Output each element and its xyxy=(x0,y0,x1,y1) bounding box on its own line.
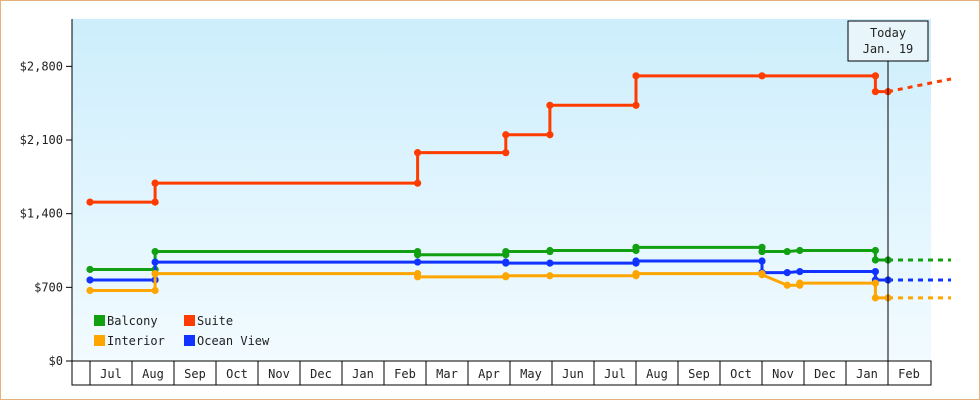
forecast-line-suite xyxy=(887,77,952,94)
legend-label-suite: Suite xyxy=(197,314,233,328)
month-label: Sep xyxy=(688,367,710,381)
legend: Balcony Suite Interior Ocean View xyxy=(94,314,270,348)
plot-background xyxy=(72,19,931,361)
month-label: Aug xyxy=(142,367,164,381)
y-tick-label: $0 xyxy=(49,354,63,368)
data-point-suite xyxy=(151,179,159,187)
data-point-ocean-view xyxy=(86,276,94,284)
month-label: Sep xyxy=(184,367,206,381)
data-point-ocean-view xyxy=(502,259,510,267)
month-label: Oct xyxy=(730,367,752,381)
legend-label-balcony: Balcony xyxy=(107,314,158,328)
series-line-balcony xyxy=(90,245,888,271)
data-point-interior xyxy=(758,271,766,279)
data-point-suite xyxy=(414,149,422,157)
y-tick-label: $2,100 xyxy=(20,133,63,147)
x-axis: Jul Aug Sep Oct Nov Dec Jan Feb Mar Apr May Jun Jul A… xyxy=(71,360,932,386)
data-point-balcony xyxy=(151,247,159,256)
data-point-interior xyxy=(871,279,880,287)
data-point-interior xyxy=(151,270,159,278)
data-point-suite xyxy=(758,72,766,80)
data-point-interior xyxy=(414,273,422,281)
data-point-suite xyxy=(414,179,422,187)
month-label: Oct xyxy=(226,367,248,381)
data-point-suite xyxy=(546,101,554,109)
data-point-suite xyxy=(86,198,94,206)
y-tick-label: $1,400 xyxy=(20,207,63,221)
month-label: Nov xyxy=(772,367,794,381)
data-point-interior xyxy=(632,270,640,278)
data-point-ocean-view xyxy=(151,258,159,266)
month-label: Jan xyxy=(352,367,374,381)
month-label: Mar xyxy=(436,367,458,381)
data-point-balcony xyxy=(546,246,554,255)
data-point-ocean-view xyxy=(632,257,640,265)
data-point-interior xyxy=(502,272,510,280)
legend-swatch-ocean-view xyxy=(184,335,195,346)
data-point-suite xyxy=(871,88,880,96)
month-label: Feb xyxy=(898,367,920,381)
legend-label-ocean-view: Ocean View xyxy=(197,334,270,348)
data-point-ocean-view xyxy=(796,267,804,276)
data-point-balcony xyxy=(783,247,791,256)
data-point-balcony xyxy=(871,256,880,264)
data-point-suite xyxy=(502,131,510,139)
data-point-balcony xyxy=(414,251,422,259)
today-marker: Today Jan. 19 xyxy=(847,20,929,361)
today-date: Jan. 19 xyxy=(863,42,914,56)
data-point-interior xyxy=(871,294,880,302)
data-point-interior xyxy=(796,279,804,287)
month-label: Feb xyxy=(394,367,416,381)
month-label: Jan xyxy=(856,367,878,381)
month-label: Dec xyxy=(814,367,836,381)
month-strip xyxy=(71,360,932,386)
today-box xyxy=(847,20,929,62)
data-point-interior xyxy=(546,272,554,280)
data-point-ocean-view xyxy=(871,267,880,276)
data-point-suite xyxy=(632,72,640,80)
data-point-suite xyxy=(546,131,554,139)
today-label: Today xyxy=(870,26,906,40)
data-point-ocean-view xyxy=(783,269,791,277)
data-point-suite xyxy=(151,198,159,206)
data-point-interior xyxy=(783,281,791,289)
y-axis: $0 $700 $1,400 $2,100 $2,800 xyxy=(20,19,73,385)
data-point-suite xyxy=(502,149,510,157)
y-tick-label: $2,800 xyxy=(20,59,63,73)
data-point-balcony xyxy=(758,247,766,256)
y-tick-label: $700 xyxy=(34,280,63,294)
legend-swatch-suite xyxy=(184,315,195,326)
data-point-suite xyxy=(871,72,880,80)
series-group xyxy=(86,72,952,302)
data-point-ocean-view xyxy=(546,259,554,267)
month-label: Jul xyxy=(100,367,122,381)
legend-label-interior: Interior xyxy=(107,334,165,348)
month-label: Apr xyxy=(478,367,500,381)
data-point-balcony xyxy=(632,243,640,251)
data-point-balcony xyxy=(502,247,510,256)
month-label: Jul xyxy=(604,367,626,381)
data-point-balcony xyxy=(86,265,94,274)
data-point-interior xyxy=(151,286,159,295)
month-label: Jun xyxy=(562,367,584,381)
month-label: Nov xyxy=(268,367,290,381)
data-point-balcony xyxy=(871,246,880,255)
month-label: May xyxy=(520,367,542,381)
data-point-ocean-view xyxy=(758,257,766,265)
month-label: Dec xyxy=(310,367,332,381)
data-point-interior xyxy=(86,286,94,295)
data-point-balcony xyxy=(796,246,804,255)
legend-swatch-balcony xyxy=(94,315,105,326)
month-label: Aug xyxy=(646,367,668,381)
legend-swatch-interior xyxy=(94,335,105,346)
data-point-ocean-view xyxy=(414,258,422,266)
data-point-suite xyxy=(632,101,640,109)
